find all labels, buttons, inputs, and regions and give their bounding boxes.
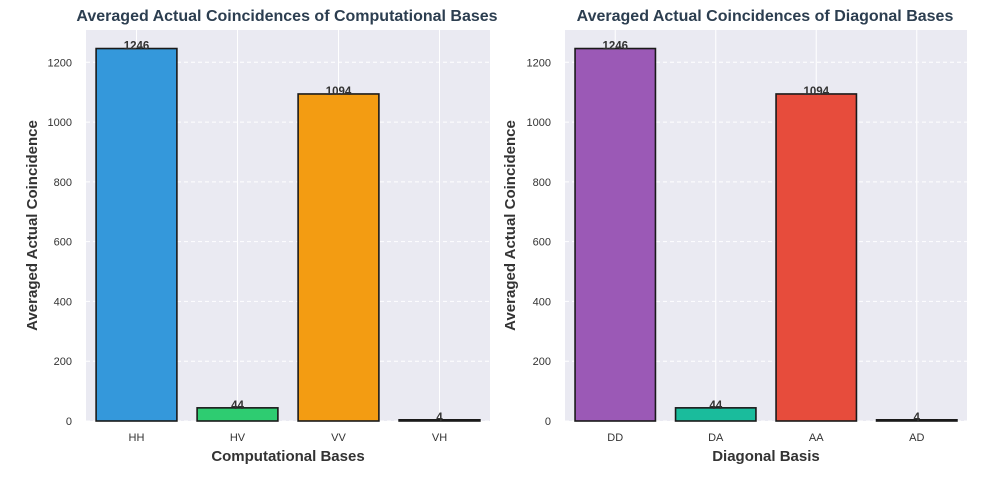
- chart-title: Averaged Actual Coincidences of Computat…: [76, 8, 497, 25]
- y-tick-label: 400: [54, 296, 72, 308]
- y-tick-label: 600: [533, 237, 551, 249]
- x-tick-label: DD: [607, 432, 623, 444]
- y-tick-label: 1000: [527, 117, 551, 129]
- y-tick-label: 1000: [48, 117, 72, 129]
- chart-panel-2: 0 200 400 600 800 1000 1200 1246 DD 44 DA 1094 AA 4 AD…: [502, 8, 967, 465]
- y-tick-label: 0: [66, 416, 72, 428]
- data-label: 44: [231, 400, 244, 412]
- bar-vh: [398, 419, 481, 422]
- y-axis-label: Averaged Actual Coincidence: [502, 120, 519, 331]
- data-label: 1246: [602, 41, 628, 53]
- x-tick-label: AA: [809, 432, 824, 444]
- x-tick-label: HV: [230, 432, 246, 444]
- y-axis-label: Averaged Actual Coincidence: [24, 120, 41, 331]
- x-tick-label: VH: [432, 432, 447, 444]
- data-label: 4: [914, 412, 921, 424]
- y-tick-label: 200: [533, 356, 551, 368]
- x-tick-label: DA: [708, 432, 724, 444]
- y-tick-label: 0: [545, 416, 551, 428]
- y-tick-label: 1200: [527, 57, 551, 69]
- x-axis-label: Diagonal Basis: [712, 448, 820, 465]
- chart-panel-1: 0 200 400 600 800 1000 1200 1246 HH 44 HV 1094 VV 4 VH…: [24, 8, 498, 465]
- y-tick-label: 800: [54, 177, 72, 189]
- y-tick-label: 800: [533, 177, 551, 189]
- x-tick-label: AD: [909, 432, 924, 444]
- chart-title: Averaged Actual Coincidences of Diagonal…: [577, 8, 954, 25]
- data-label: 1094: [326, 86, 352, 98]
- x-axis-label: Computational Bases: [211, 448, 364, 465]
- y-tick-label: 200: [54, 356, 72, 368]
- bar-vv: [297, 93, 380, 422]
- bar-da: [674, 407, 757, 422]
- bar-ad: [875, 419, 958, 422]
- y-tick-label: 1200: [48, 57, 72, 69]
- data-label: 4: [436, 412, 443, 424]
- y-tick-label: 600: [54, 237, 72, 249]
- data-label: 44: [709, 400, 722, 412]
- bar-hh: [95, 47, 178, 422]
- data-label: 1094: [803, 86, 829, 98]
- x-tick-label: HH: [129, 432, 145, 444]
- y-tick-label: 400: [533, 296, 551, 308]
- bar-dd: [574, 47, 657, 422]
- bar-aa: [775, 93, 858, 422]
- x-tick-label: VV: [331, 432, 346, 444]
- bar-hv: [196, 407, 279, 422]
- data-label: 1246: [124, 41, 150, 53]
